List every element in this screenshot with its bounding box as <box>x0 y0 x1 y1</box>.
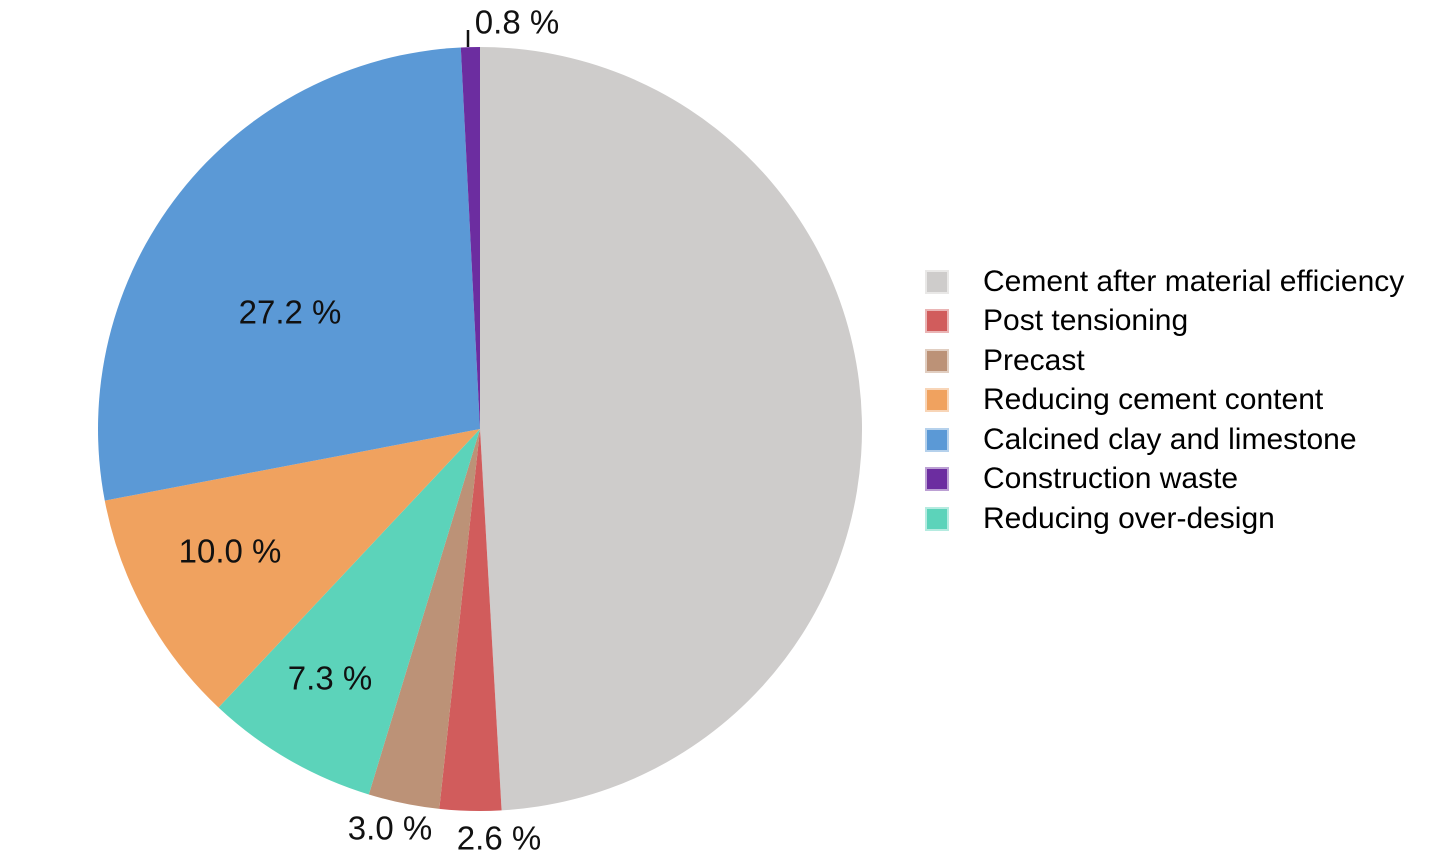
legend-swatch-icon <box>925 348 949 373</box>
pie-slice-cement-after-material-efficiency <box>480 47 863 811</box>
slice-label-post-tensioning: 2.6 % <box>457 820 541 857</box>
legend-item-cement-after-material-efficiency: Cement after material efficiency <box>925 262 1404 302</box>
legend-swatch-icon <box>925 309 949 334</box>
slice-label-construction-waste: 0.8 % <box>475 4 559 41</box>
legend-item-calcined-clay-and-limestone: Calcined clay and limestone <box>925 420 1404 460</box>
legend-item-label: Reducing cement content <box>983 383 1324 417</box>
slice-label-reducing-cement-content: 10.0 % <box>179 533 282 570</box>
legend-item-reducing-over-design: Reducing over-design <box>925 499 1404 539</box>
legend-item-label: Post tensioning <box>983 304 1189 338</box>
legend-item-label: Reducing over-design <box>983 501 1275 535</box>
legend-swatch-icon <box>925 467 949 492</box>
pie-slice-reducing-cement-content <box>104 429 481 708</box>
legend-item-label: Calcined clay and limestone <box>983 422 1357 456</box>
slice-label-reducing-over-design: 7.3 % <box>288 660 372 697</box>
legend-item-label: Construction waste <box>983 462 1239 496</box>
legend-swatch-icon <box>925 269 949 294</box>
legend-item-reducing-cement-content: Reducing cement content <box>925 381 1404 421</box>
pie-slice-construction-waste <box>460 46 480 429</box>
slice-label-precast: 3.0 % <box>348 810 432 847</box>
slice-label-calcined-clay-and-limestone: 27.2 % <box>239 294 342 331</box>
legend-item-label: Cement after material efficiency <box>983 264 1405 298</box>
pie-slice-precast <box>368 429 480 809</box>
legend-item-post-tensioning: Post tensioning <box>925 302 1404 342</box>
pie-slice-post-tensioning <box>439 429 502 811</box>
legend-swatch-icon <box>925 388 949 413</box>
legend-swatch-icon <box>925 506 949 531</box>
pie-slice-calcined-clay-and-limestone <box>98 47 480 501</box>
legend-item-precast: Precast <box>925 341 1404 381</box>
pie-slice-reducing-over-design <box>218 429 480 795</box>
chart-legend: Cement after material efficiency Post ten… <box>925 262 1404 539</box>
legend-swatch-icon <box>925 427 949 452</box>
legend-item-construction-waste: Construction waste <box>925 460 1404 500</box>
legend-item-label: Precast <box>983 343 1085 377</box>
